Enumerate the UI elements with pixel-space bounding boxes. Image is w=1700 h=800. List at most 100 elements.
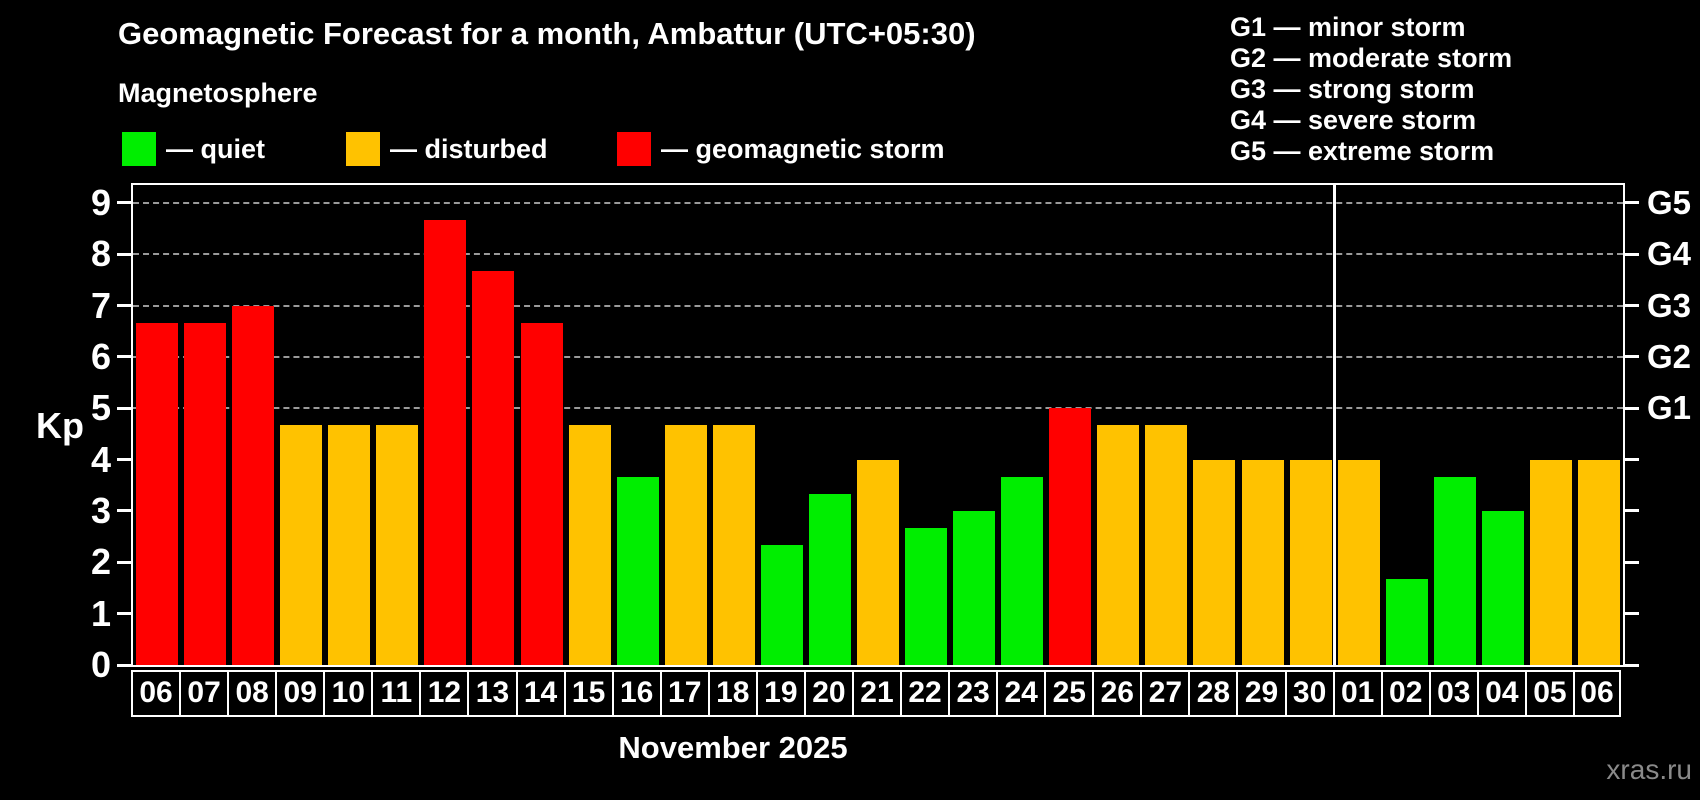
month-separator-line — [1333, 185, 1337, 665]
bar-5-day-11 — [376, 425, 419, 665]
day-cell-21-27: 27 — [1140, 670, 1191, 717]
storm-scale-legend-line-g2: G2 — moderate storm — [1230, 43, 1513, 73]
y-tick-left-1 — [117, 612, 131, 616]
y-tick-label-6: 6 — [90, 335, 111, 377]
y-tick-label-1: 1 — [90, 592, 111, 634]
bar-15-day-21 — [857, 459, 899, 665]
y-tick-left-7 — [117, 304, 131, 308]
y-tick-right-8 — [1625, 252, 1639, 256]
day-cell-20-26: 26 — [1092, 670, 1143, 717]
bar-23-day-29 — [1241, 459, 1284, 665]
bar-2-day-08 — [232, 305, 275, 665]
storm-legend-label: — geomagnetic storm — [661, 134, 945, 164]
storm-scale-legend-line-g1: G1 — minor storm — [1230, 12, 1466, 42]
y-tick-right-3 — [1625, 509, 1639, 513]
bar-13-day-19 — [760, 545, 803, 665]
y-tick-label-5: 5 — [90, 387, 111, 429]
day-cell-28-04: 04 — [1476, 670, 1527, 717]
day-cell-6-12: 12 — [419, 670, 470, 717]
y-tick-left-3 — [117, 509, 131, 513]
day-cell-7-13: 13 — [467, 670, 518, 717]
bar-25-day-01 — [1337, 459, 1380, 665]
y-tick-right-0 — [1625, 663, 1639, 667]
day-cell-25-01: 01 — [1332, 670, 1383, 717]
bar-24-day-30 — [1289, 459, 1332, 665]
bar-16-day-22 — [905, 527, 948, 665]
y-tick-right-2 — [1625, 560, 1639, 564]
y-tick-label-9: 9 — [90, 181, 111, 223]
g-scale-label-g2: G2 — [1647, 337, 1692, 375]
day-cell-10-16: 16 — [611, 670, 662, 717]
bar-9-day-15 — [568, 425, 611, 665]
kp-bar-chart-plot: 0 1 2 3 4 5 6 7 8 9 G1 G2 G3 G4 G5 — [91, 182, 1691, 685]
bar-17-day-23 — [953, 510, 996, 665]
y-tick-right-5 — [1625, 406, 1639, 410]
plot-inner: 0 1 2 3 4 5 6 7 8 9 G1 G2 G3 G4 G5 — [91, 182, 1691, 685]
bar-18-day-24 — [1001, 476, 1044, 665]
day-cell-9-15: 15 — [563, 670, 614, 717]
day-cell-29-05: 05 — [1524, 670, 1575, 717]
disturbed-legend-label: — disturbed — [390, 134, 548, 164]
y-tick-label-3: 3 — [90, 489, 111, 531]
y-tick-left-4 — [117, 458, 131, 462]
day-cell-13-19: 19 — [755, 670, 806, 717]
day-cell-19-25: 25 — [1044, 670, 1095, 717]
gridline-kp-5 — [133, 407, 1623, 410]
watermark: xras.ru — [1606, 754, 1692, 785]
gridline-kp-6 — [133, 355, 1623, 358]
y-tick-left-0 — [117, 663, 131, 667]
y-tick-left-9 — [117, 201, 131, 205]
y-tick-right-1 — [1625, 612, 1639, 616]
g-scale-label-g5: G5 — [1647, 183, 1692, 221]
quiet-legend-label: — quiet — [166, 134, 265, 164]
day-cell-18-24: 24 — [996, 670, 1047, 717]
y-tick-right-6 — [1625, 355, 1639, 359]
page-title: Geomagnetic Forecast for a month, Ambatt… — [118, 16, 976, 51]
storm-scale-legend: G1 — minor storm G2 — moderate storm G3 … — [1230, 12, 1512, 167]
bar-4-day-10 — [328, 425, 371, 665]
y-tick-label-8: 8 — [90, 233, 111, 275]
bar-22-day-28 — [1193, 459, 1236, 665]
day-cell-16-22: 22 — [900, 670, 951, 717]
day-label-row: 06 07 08 09 10 11 12 13 14 15 16 17 18 19 20 21 22 23 24 25… — [131, 670, 1625, 717]
y-tick-left-6 — [117, 355, 131, 359]
y-axis-title: Kp — [36, 405, 84, 446]
y-tick-left-2 — [117, 560, 131, 564]
bar-29-day-05 — [1529, 459, 1572, 665]
storm-legend-swatch — [617, 132, 651, 166]
y-tick-right-9 — [1625, 201, 1639, 205]
bar-11-day-17 — [664, 425, 707, 665]
day-cell-24-30: 30 — [1284, 670, 1335, 717]
y-tick-label-0: 0 — [90, 644, 111, 685]
bar-7-day-13 — [472, 271, 515, 665]
quiet-legend-swatch — [122, 132, 156, 166]
day-cell-14-20: 20 — [803, 670, 854, 717]
day-cell-26-02: 02 — [1380, 670, 1431, 717]
day-cell-23-29: 29 — [1236, 670, 1287, 717]
bar-14-day-20 — [808, 494, 851, 665]
day-cell-30-06: 06 — [1572, 670, 1621, 717]
bar-30-day-06 — [1577, 459, 1620, 665]
y-tick-right-7 — [1625, 304, 1639, 308]
bar-8-day-14 — [520, 322, 563, 665]
bar-27-day-03 — [1433, 476, 1476, 665]
g-scale-label-g3: G3 — [1647, 286, 1692, 324]
day-cell-27-03: 03 — [1428, 670, 1479, 717]
y-tick-label-2: 2 — [90, 541, 111, 583]
day-cell-11-17: 17 — [659, 670, 710, 717]
y-tick-label-4: 4 — [90, 438, 111, 480]
day-cell-8-14: 14 — [515, 670, 566, 717]
day-cell-4-10: 10 — [323, 670, 374, 717]
y-tick-right-4 — [1625, 458, 1639, 462]
bar-6-day-12 — [424, 219, 467, 665]
day-cell-17-23: 23 — [948, 670, 999, 717]
gridline-kp-8 — [133, 253, 1623, 256]
day-cell-1-07: 07 — [179, 670, 230, 717]
gridline-kp-9 — [133, 201, 1623, 204]
bar-10-day-16 — [616, 476, 659, 665]
bar-26-day-02 — [1385, 579, 1428, 665]
y-tick-left-5 — [117, 406, 131, 410]
bar-19-day-25 — [1049, 408, 1092, 665]
gridline-kp-7 — [133, 304, 1623, 307]
